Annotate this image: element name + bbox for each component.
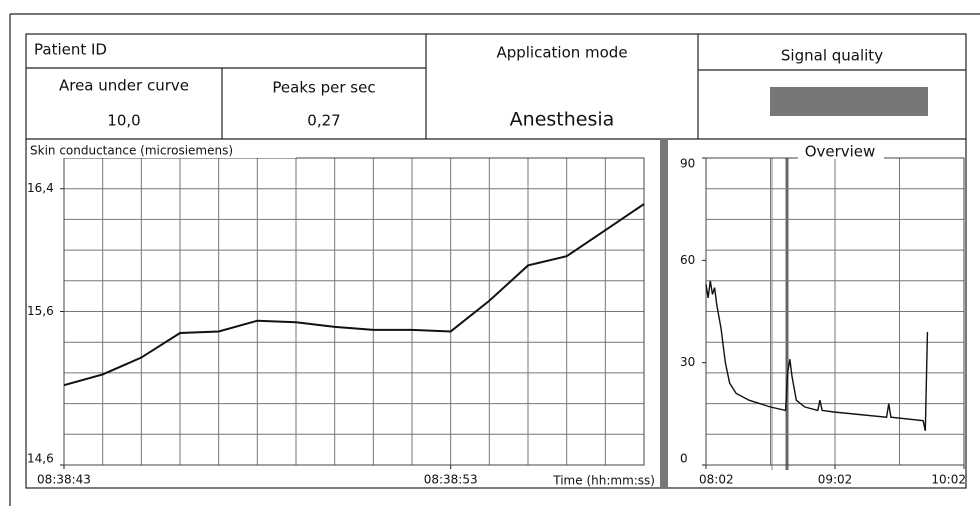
data-line xyxy=(705,280,929,432)
x-tick-label: 08:38:43 xyxy=(37,473,91,487)
y-axis-label: Skin conductance (microsiemens) xyxy=(30,144,233,158)
label-bg xyxy=(28,143,296,158)
y-tick-label: 14,6 xyxy=(27,452,54,466)
signal-quality-label: Signal quality xyxy=(781,47,883,65)
y-tick-label: 60 xyxy=(680,253,695,267)
label-bg xyxy=(798,145,884,159)
application-mode: Anesthesia xyxy=(510,109,615,131)
x-tick-label: 09:02 xyxy=(818,473,853,487)
area-label: Area under curve xyxy=(59,77,189,95)
x-tick-label: 08:38:53 xyxy=(424,473,478,487)
y-tick-label: 30 xyxy=(680,355,695,369)
y-tick-label: 16,4 xyxy=(27,181,54,195)
y-tick-label: 0 xyxy=(680,452,688,466)
peaks-value: 0,27 xyxy=(307,112,340,130)
data-line xyxy=(63,203,645,387)
chart-title: Overview xyxy=(805,143,876,161)
y-tick-label: 90 xyxy=(680,157,695,171)
application-mode-label: Application mode xyxy=(496,44,627,62)
panel-border xyxy=(25,33,967,489)
area-value: 10,0 xyxy=(107,112,140,130)
x-tick-label: 08:02 xyxy=(699,473,734,487)
x-axis-label: Time (hh:mm:ss) xyxy=(552,474,655,488)
plot-frame xyxy=(63,157,645,466)
signal-quality-bar xyxy=(770,87,928,116)
divider xyxy=(660,139,668,488)
label-bg xyxy=(528,473,658,487)
x-tick-label: 10:02 xyxy=(931,473,966,487)
peaks-label: Peaks per sec xyxy=(272,79,375,97)
patient-id-label: Patient ID xyxy=(34,41,107,59)
y-tick-label: 15,6 xyxy=(27,304,54,318)
